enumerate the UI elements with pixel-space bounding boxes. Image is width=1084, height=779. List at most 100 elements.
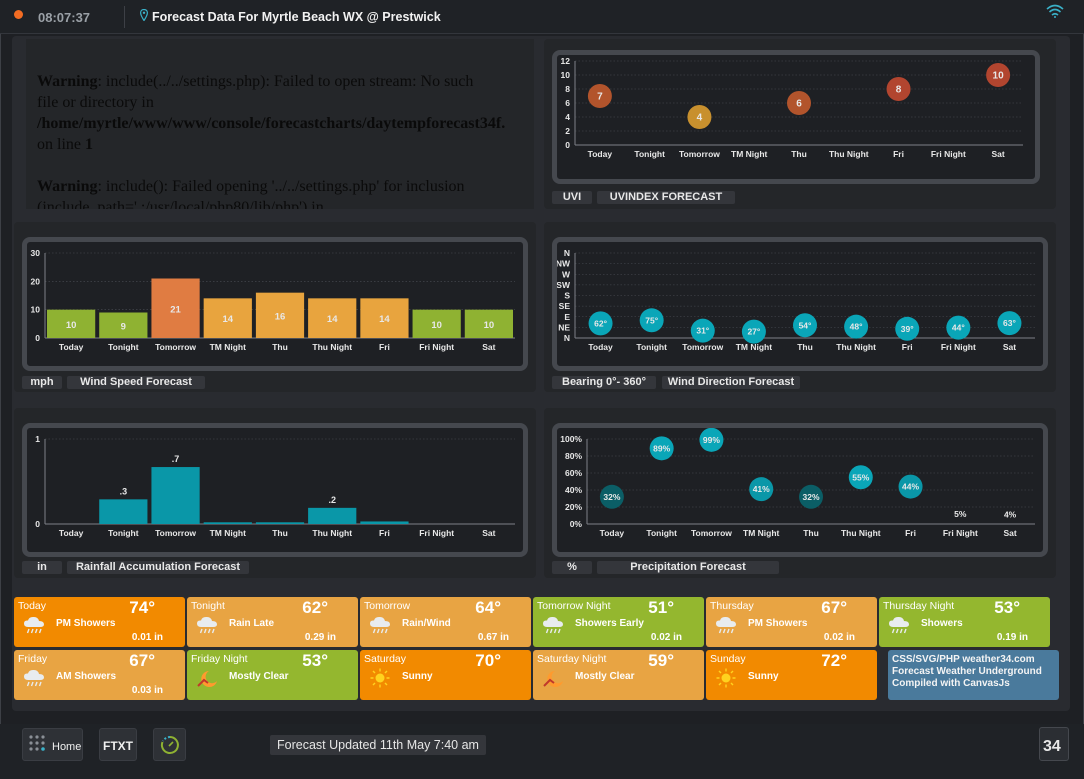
y-tick-label: S: [564, 291, 570, 301]
forecast-temp: 67°: [821, 598, 847, 617]
wind-speed-bar-label: 14: [327, 314, 338, 325]
wind-direction-point-label: 63°: [1003, 318, 1016, 328]
forecast-day: Today: [18, 600, 47, 612]
x-tick-label: Sat: [1003, 528, 1016, 538]
wind-direction-panel: N NE E SE S SW W NW N Today Tonight Tomorrow TM Nigh…: [544, 222, 1056, 392]
forecast-condition: Mostly Clear: [229, 671, 289, 682]
forecast-tile: Friday Night 53° Mostly Clear: [187, 650, 358, 700]
forecast-day: Friday Night: [191, 653, 248, 665]
forecast-tile: Friday 67° AM Showers 0.03 in: [14, 650, 185, 700]
rainfall-bar: [203, 522, 252, 524]
y-tick-label: 20: [31, 276, 41, 286]
x-tick-label: Thu Night: [829, 149, 869, 159]
moon-icon: [197, 671, 217, 687]
precipitation-point: [649, 436, 674, 461]
rainfall-bar: [151, 467, 200, 524]
y-tick-label: E: [564, 312, 570, 322]
forecast-day: Saturday: [364, 653, 407, 665]
rainfall-bar-label: .7: [172, 454, 180, 464]
php-warning-panel: Warning: include(../../settings.php): Fa…: [26, 39, 534, 209]
forecast-tile: Today 74° PM Showers 0.01 in: [14, 597, 185, 647]
wind-speed-bar-label: 9: [121, 321, 126, 332]
x-tick-label: Thu: [803, 528, 819, 538]
forecast-temp: 53°: [302, 651, 328, 670]
wind-direction-point: [690, 318, 715, 343]
precipitation-point-label: 4%: [1004, 510, 1017, 520]
weather34-logo[interactable]: 34: [1039, 727, 1069, 761]
home-button[interactable]: [22, 728, 83, 761]
precipitation-chart: 0% 20% 40% 60% 80% 100% Today Tonight Tomorrow TM…: [552, 423, 1048, 557]
wind-speed-bar-label: 21: [170, 304, 181, 315]
forecast-updated-status: Forecast Updated 11th May 7:40 am: [270, 735, 486, 755]
forecast-rain-amount: 0.02 in: [823, 632, 855, 643]
divider: [124, 6, 125, 28]
forecast-temp: 72°: [821, 651, 847, 670]
warning-text: on line: [37, 136, 85, 153]
y-tick-label: W: [562, 269, 571, 279]
credits-tile: CSS/SVG/PHP weather34.com Forecast Weath…: [888, 650, 1059, 700]
x-tick-label: Fri Night: [943, 528, 978, 538]
wind-direction-point-label: 75°: [645, 315, 658, 325]
x-tick-label: Tonight: [636, 342, 667, 352]
sun-icon: [716, 668, 736, 688]
forecast-tile: Saturday 70° Sunny: [360, 650, 531, 700]
precipitation-point-label: 44%: [902, 482, 919, 492]
wind-direction-point-label: 62°: [594, 318, 607, 328]
refresh-button[interactable]: [153, 728, 186, 761]
forecast-temp: 64°: [475, 598, 501, 617]
wind-direction-point: [588, 311, 613, 336]
uv-point: [986, 63, 1011, 87]
x-tick-label: Thu: [272, 528, 288, 538]
y-tick-label: N: [564, 333, 570, 343]
forecast-condition: Mostly Clear: [575, 671, 635, 682]
moon-icon: [543, 671, 563, 687]
uv-point: [687, 105, 712, 129]
rain-icon: [197, 616, 217, 634]
uv-point-label: 6: [796, 99, 802, 110]
rainfall-bar: [308, 507, 357, 524]
uv-point: [886, 77, 911, 101]
y-tick-label: 0%: [570, 519, 583, 529]
refresh-icon: [160, 735, 179, 754]
forecast-tiles: CSS/SVG/PHP weather34.com Forecast Weath…: [14, 597, 1059, 703]
forecast-condition: PM Showers: [748, 618, 808, 629]
x-tick-label: Tonight: [634, 149, 665, 159]
x-tick-label: Fri: [902, 342, 913, 352]
ftxt-button[interactable]: [99, 728, 137, 761]
forecast-temp: 74°: [129, 598, 155, 617]
x-tick-label: Sat: [991, 149, 1004, 159]
y-tick-label: 6: [565, 98, 570, 108]
y-tick-label: 0: [35, 333, 40, 343]
x-tick-label: Sat: [482, 528, 495, 538]
wind-direction-title-tag: Wind Direction Forecast: [662, 376, 800, 389]
grid-menu-icon: [29, 735, 45, 751]
wind-direction-point: [639, 308, 664, 333]
credit-line: Forecast Weather Underground: [892, 666, 1042, 677]
wind-direction-point: [895, 316, 920, 341]
y-tick-label: 4: [565, 112, 570, 122]
x-tick-label: Today: [588, 149, 613, 159]
warning-text: (include_path='.:/usr/local/php80/lib/ph…: [37, 199, 324, 209]
sun-icon: [370, 668, 390, 688]
wind-direction-point-label: 31°: [696, 326, 709, 336]
y-tick-label: 60%: [565, 468, 582, 478]
y-tick-label: SW: [557, 280, 571, 290]
y-tick-label: N: [564, 248, 570, 258]
y-tick-label: SE: [559, 301, 571, 311]
forecast-condition: Sunny: [402, 671, 433, 682]
x-tick-label: Thu: [272, 342, 288, 352]
x-tick-label: Tomorrow: [682, 342, 723, 352]
warning-message: Warning: include(): Failed opening '../.…: [37, 176, 534, 209]
x-tick-label: TM Night: [743, 528, 780, 538]
location-pin-icon: [140, 9, 148, 21]
wind-direction-point-label: 27°: [747, 327, 760, 337]
uv-unit-tag: UVI: [552, 191, 592, 204]
x-tick-label: Thu Night: [841, 528, 881, 538]
y-tick-label: NW: [557, 259, 571, 269]
rainfall-unit-tag: in: [22, 561, 62, 574]
precipitation-point-label: 55%: [852, 472, 869, 482]
precipitation-point: [799, 484, 823, 509]
top-bar: 08:07:37 Forecast Data For Myrtle Beach …: [0, 0, 1084, 34]
x-tick-label: Thu Night: [836, 342, 876, 352]
y-tick-label: 10: [31, 305, 41, 315]
